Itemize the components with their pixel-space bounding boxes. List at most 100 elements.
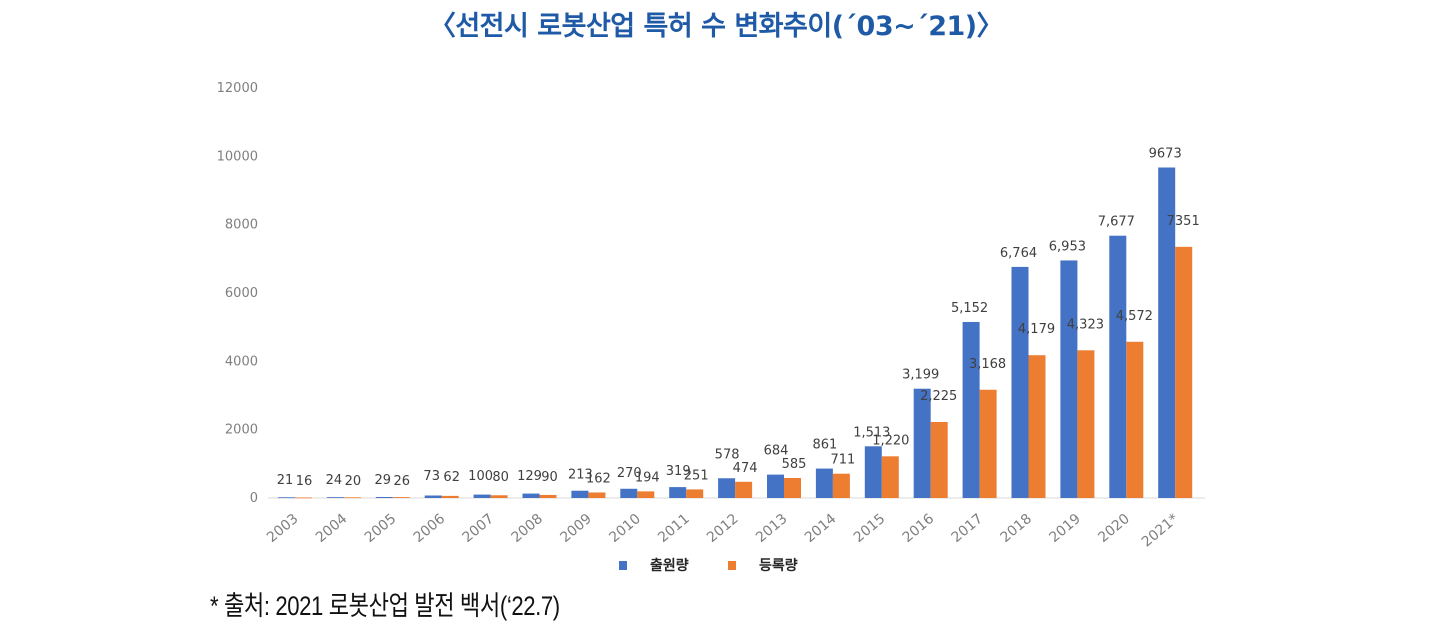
x-tick-label: 2011 (655, 511, 693, 546)
data-label-registered: 1,220 (872, 433, 909, 448)
data-label-registered: 251 (684, 468, 709, 483)
data-label-registered: 2,225 (920, 389, 957, 404)
x-tick-label: 2014 (802, 511, 840, 546)
data-label-filed: 6,764 (1000, 246, 1037, 261)
y-tick-label: 8000 (225, 218, 258, 233)
legend: 출원량 등록량 (619, 557, 798, 574)
y-tick-label: 0 (250, 491, 258, 506)
data-label-filed: 100 (468, 469, 493, 484)
data-label-filed: 3,199 (902, 368, 939, 383)
x-tick-label: 2013 (753, 511, 791, 546)
bar-registered-2019 (1077, 350, 1095, 498)
legend-swatch-filed (619, 561, 627, 570)
data-label-registered: 585 (782, 457, 807, 472)
x-tick-label: 2020 (1095, 511, 1133, 546)
bar-filed-2007 (473, 494, 491, 498)
x-tick-label: 2005 (362, 511, 400, 546)
bar-registered-2009 (588, 492, 606, 498)
y-axis: 0 2000 4000 6000 8000 10000 12000 (217, 81, 258, 506)
data-label-filed: 6,953 (1049, 239, 1086, 254)
data-label-filed: 319 (666, 464, 691, 479)
bar-filed-2014 (815, 468, 833, 498)
data-label-registered: 16 (296, 474, 313, 489)
bar-registered-2020 (1126, 341, 1144, 498)
x-tick-label: 2006 (411, 511, 449, 546)
bar-filed-2020 (1109, 235, 1127, 498)
y-tick-label: 4000 (225, 354, 258, 369)
data-label-filed: 9673 (1149, 147, 1182, 162)
bar-registered-2013 (784, 478, 801, 498)
x-tick-label: 2012 (704, 511, 742, 546)
bar-registered-2007 (490, 495, 508, 498)
bar-filed-2016 (913, 388, 931, 498)
chart-title: 〈선전시 로봇산업 특허 수 변화추이(´03~´21)〉 (428, 11, 1004, 42)
legend-label-registered: 등록량 (759, 558, 798, 574)
bar-filed-2017 (962, 321, 980, 498)
bar-registered-2011 (686, 489, 704, 498)
bar-registered-2021* (1175, 246, 1193, 498)
data-label-registered: 7351 (1167, 214, 1200, 229)
bar-registered-2016 (930, 421, 948, 498)
data-label-filed: 1,513 (853, 425, 890, 440)
x-tick-label: 2018 (997, 511, 1035, 546)
bar-registered-2015 (881, 456, 899, 498)
source-note: * 출처: 2021 로봇산업 발전 백서(‘22.7) (210, 591, 560, 621)
data-label-filed: 861 (812, 438, 837, 453)
bar-filed-2011 (669, 487, 687, 498)
data-label-registered: 26 (394, 474, 411, 489)
bar-filed-2008 (522, 493, 540, 498)
bar-filed-2019 (1060, 260, 1078, 498)
bar-registered-2003 (295, 497, 312, 499)
data-label-registered: 162 (586, 471, 611, 486)
bar-registered-2017 (979, 389, 997, 498)
data-label-filed: 24 (326, 473, 343, 488)
data-label-registered: 4,572 (1116, 309, 1153, 324)
bar-registered-2014 (832, 473, 850, 498)
bar-filed-2009 (571, 490, 589, 498)
data-label-registered: 20 (345, 474, 362, 489)
data-label-filed: 29 (375, 473, 392, 488)
data-label-filed: 270 (617, 466, 642, 481)
x-axis: 2003 2004 2005 2006 2007 2008 2009 2010 2011 2012… (264, 511, 1182, 551)
x-tick-label: 2010 (606, 511, 644, 546)
data-label-filed: 73 (423, 469, 440, 484)
data-label-filed: 21 (277, 473, 294, 488)
x-tick-label: 2017 (949, 511, 987, 546)
x-tick-label: 2009 (557, 511, 595, 546)
x-tick-label: 2003 (264, 511, 302, 546)
bar-filed-2021* (1158, 167, 1176, 498)
data-label-registered: 194 (635, 470, 660, 485)
y-tick-label: 2000 (225, 423, 258, 438)
bar-filed-2015 (864, 446, 882, 498)
bar-filed-2003 (278, 497, 295, 499)
x-tick-label: 2008 (508, 511, 546, 546)
bar-registered-2010 (637, 491, 655, 498)
bar-registered-2008 (539, 494, 557, 498)
legend-swatch-registered (728, 561, 736, 570)
legend-label-filed: 출원량 (650, 557, 689, 574)
bar-registered-2004 (343, 497, 361, 499)
bar-filed-2005 (375, 497, 393, 498)
bar-registered-2012 (735, 481, 753, 498)
bars (278, 167, 1193, 499)
bar-filed-2004 (326, 497, 344, 498)
bar-registered-2018 (1028, 355, 1046, 498)
data-label-registered: 711 (830, 453, 855, 468)
y-tick-label: 6000 (225, 286, 258, 301)
data-label-registered: 4,323 (1067, 317, 1104, 332)
x-tick-label: 2019 (1046, 511, 1084, 546)
data-label-registered: 62 (443, 470, 460, 485)
y-tick-label: 10000 (217, 149, 258, 164)
data-label-registered: 4,179 (1018, 322, 1055, 337)
bar-filed-2013 (767, 474, 784, 498)
bar-filed-2006 (424, 495, 442, 498)
data-label-filed: 684 (764, 444, 789, 459)
data-label-registered: 474 (733, 461, 758, 476)
x-tick-label: 2021* (1139, 511, 1182, 551)
data-label-filed: 578 (715, 447, 740, 462)
data-label-filed: 129 (517, 469, 542, 484)
x-tick-label: 2015 (851, 511, 889, 546)
bar-filed-2010 (620, 488, 638, 498)
